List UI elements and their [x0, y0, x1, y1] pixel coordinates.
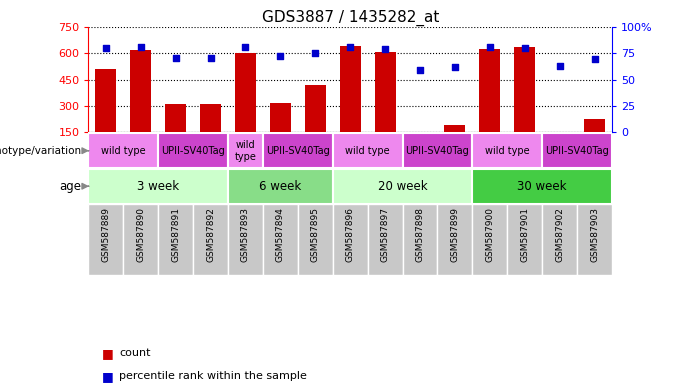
Bar: [298, 204, 333, 275]
Bar: [131, 50, 151, 132]
Bar: [375, 51, 396, 132]
Point: [589, 56, 600, 62]
Bar: [88, 133, 158, 168]
Text: 3 week: 3 week: [137, 180, 180, 193]
Bar: [193, 204, 228, 275]
Bar: [228, 204, 263, 275]
Text: GSM587893: GSM587893: [241, 207, 250, 262]
Text: GSM587903: GSM587903: [590, 207, 599, 262]
Bar: [270, 103, 291, 132]
Bar: [584, 119, 605, 132]
Bar: [507, 204, 542, 275]
Text: GSM587889: GSM587889: [101, 207, 110, 262]
Text: GSM587902: GSM587902: [555, 207, 564, 262]
Text: ■: ■: [102, 347, 118, 360]
Point: [170, 55, 181, 61]
Point: [275, 53, 286, 60]
Bar: [95, 69, 116, 132]
Point: [415, 67, 426, 73]
Bar: [403, 204, 437, 275]
Bar: [88, 169, 228, 204]
Text: wild
type: wild type: [235, 140, 256, 162]
Bar: [340, 46, 360, 132]
Text: GSM587896: GSM587896: [345, 207, 355, 262]
Point: [205, 55, 216, 61]
Point: [449, 64, 460, 70]
Text: UPII-SV40Tag: UPII-SV40Tag: [545, 146, 609, 156]
Bar: [437, 204, 473, 275]
Text: GSM587895: GSM587895: [311, 207, 320, 262]
Bar: [200, 104, 221, 132]
Bar: [165, 104, 186, 132]
Text: genotype/variation: genotype/variation: [0, 146, 82, 156]
Text: GSM587892: GSM587892: [206, 207, 215, 262]
Bar: [228, 133, 263, 168]
Bar: [542, 204, 577, 275]
Point: [310, 50, 321, 56]
Text: wild type: wild type: [485, 146, 530, 156]
Bar: [577, 204, 612, 275]
Text: 6 week: 6 week: [259, 180, 301, 193]
Bar: [158, 133, 228, 168]
Point: [135, 44, 146, 50]
Text: ■: ■: [102, 370, 118, 383]
Bar: [333, 204, 368, 275]
Bar: [305, 85, 326, 132]
Text: 20 week: 20 week: [378, 180, 427, 193]
Point: [345, 44, 356, 50]
Point: [240, 44, 251, 50]
Bar: [403, 133, 473, 168]
Point: [484, 44, 495, 50]
Point: [554, 63, 565, 69]
Text: percentile rank within the sample: percentile rank within the sample: [119, 371, 307, 381]
Point: [379, 46, 390, 52]
Text: UPII-SV40Tag: UPII-SV40Tag: [405, 146, 469, 156]
Bar: [123, 204, 158, 275]
Point: [101, 45, 112, 51]
Text: GSM587891: GSM587891: [171, 207, 180, 262]
Text: 30 week: 30 week: [517, 180, 567, 193]
Text: wild type: wild type: [345, 146, 390, 156]
Text: wild type: wild type: [101, 146, 146, 156]
Text: GSM587890: GSM587890: [136, 207, 146, 262]
Bar: [228, 169, 333, 204]
Text: GSM587898: GSM587898: [415, 207, 424, 262]
Bar: [88, 204, 123, 275]
Text: UPII-SV40Tag: UPII-SV40Tag: [161, 146, 225, 156]
Text: GSM587901: GSM587901: [520, 207, 529, 262]
Bar: [158, 204, 193, 275]
Text: GSM587899: GSM587899: [450, 207, 460, 262]
Bar: [235, 53, 256, 132]
Bar: [473, 133, 542, 168]
Bar: [263, 133, 333, 168]
Bar: [333, 133, 403, 168]
Bar: [479, 49, 500, 132]
Text: count: count: [119, 348, 150, 358]
Text: age: age: [60, 180, 82, 193]
Point: [520, 45, 530, 51]
Bar: [542, 133, 612, 168]
Title: GDS3887 / 1435282_at: GDS3887 / 1435282_at: [262, 9, 439, 25]
Bar: [445, 124, 465, 132]
Bar: [473, 204, 507, 275]
Bar: [333, 169, 473, 204]
Text: GSM587897: GSM587897: [381, 207, 390, 262]
Text: UPII-SV40Tag: UPII-SV40Tag: [266, 146, 330, 156]
Bar: [514, 47, 535, 132]
Text: GSM587894: GSM587894: [276, 207, 285, 262]
Bar: [368, 204, 403, 275]
Text: GSM587900: GSM587900: [486, 207, 494, 262]
Bar: [263, 204, 298, 275]
Bar: [473, 169, 612, 204]
